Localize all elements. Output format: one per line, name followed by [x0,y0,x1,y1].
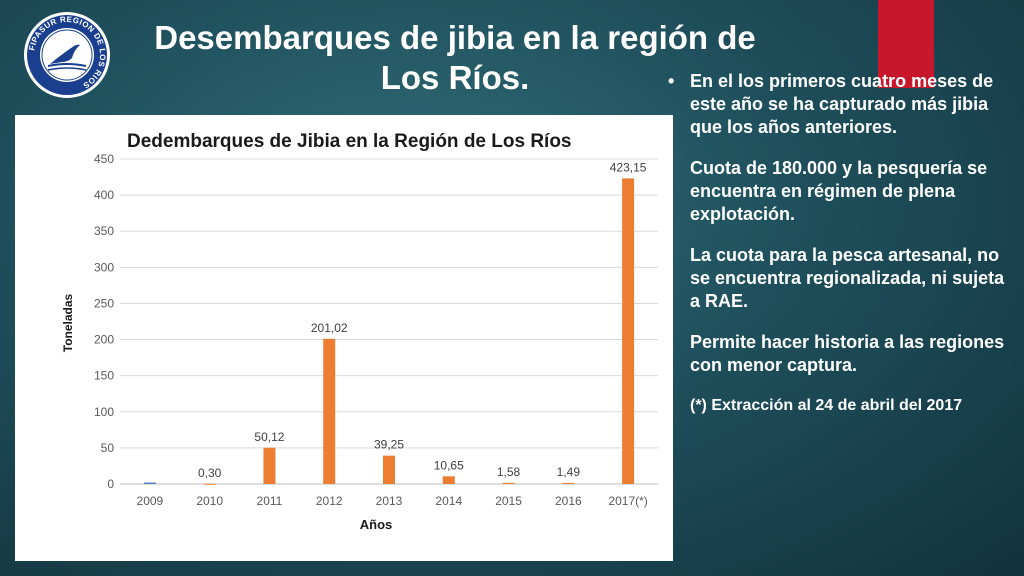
data-label-2011: 50,12 [254,430,284,444]
data-label-2013: 39,25 [374,438,404,452]
y-tick-label: 350 [94,224,114,238]
bullet-paragraph-4: Permite hacer historia a las regiones co… [690,332,1005,375]
y-tick-label: 100 [94,405,114,419]
y-tick-label: 450 [94,152,114,166]
x-tick-label: 2010 [196,494,223,508]
data-label-2016: 1,49 [557,465,581,479]
x-tick-label: 2009 [137,494,164,508]
data-label-2014: 10,65 [434,458,464,472]
bar-2013 [383,455,395,484]
bullet-paragraph-3: La cuota para la pesca artesanal, no se … [690,245,1005,311]
bar-2009 [143,482,156,484]
x-tick-label: 2013 [376,494,403,508]
accent-red-bar [878,0,934,88]
bar-2017(*) [622,178,635,484]
bullet-paragraph-1: En el los primeros cuatro meses de este … [690,71,994,137]
slide-title: Desembarques de jibia en la región de Lo… [154,19,756,96]
bar-chart: Dedembarques de Jibia en la Región de Lo… [61,131,658,532]
chart-title: Dedembarques de Jibia en la Región de Lo… [127,131,572,152]
bullet-dot: • [668,71,675,91]
bar-2016 [562,482,575,484]
y-tick-label: 400 [94,188,114,202]
x-axis-label: Años [360,517,393,532]
x-tick-label: 2015 [495,494,522,508]
bar-2014 [442,476,455,484]
data-label-2015: 1,58 [497,465,521,479]
x-tick-label: 2017(*) [608,494,647,508]
bar-2012 [323,338,336,484]
data-label-2017(*): 423,15 [610,160,647,174]
y-tick-label: 300 [94,260,114,274]
y-tick-label: 150 [94,369,114,383]
footnote: (*) Extracción al 24 de abril del 2017 [690,397,963,414]
y-tick-label: 250 [94,296,114,310]
y-tick-label: 0 [107,477,114,491]
y-axis-label: Toneladas [61,293,75,352]
y-tick-label: 200 [94,333,114,347]
bullet-list: • En el los primeros cuatro meses de est… [668,70,1013,434]
y-tick-label: 50 [101,441,115,455]
bar-2010 [203,483,216,485]
x-tick-label: 2012 [316,494,343,508]
data-label-2012: 201,02 [311,321,348,335]
bullet-paragraph-2: Cuota de 180.000 y la pesquería se encue… [690,158,988,224]
chart-panel: Dedembarques de Jibia en la Región de Lo… [15,115,673,561]
x-tick-label: 2016 [555,494,582,508]
data-label-2010: 0,30 [198,466,222,480]
x-tick-label: 2014 [435,494,462,508]
bar-2011 [263,447,276,484]
bar-2015 [502,482,515,484]
fipasur-logo: FIPASUR REGION DE LOS RIOS [24,12,110,98]
x-tick-label: 2011 [257,494,283,508]
